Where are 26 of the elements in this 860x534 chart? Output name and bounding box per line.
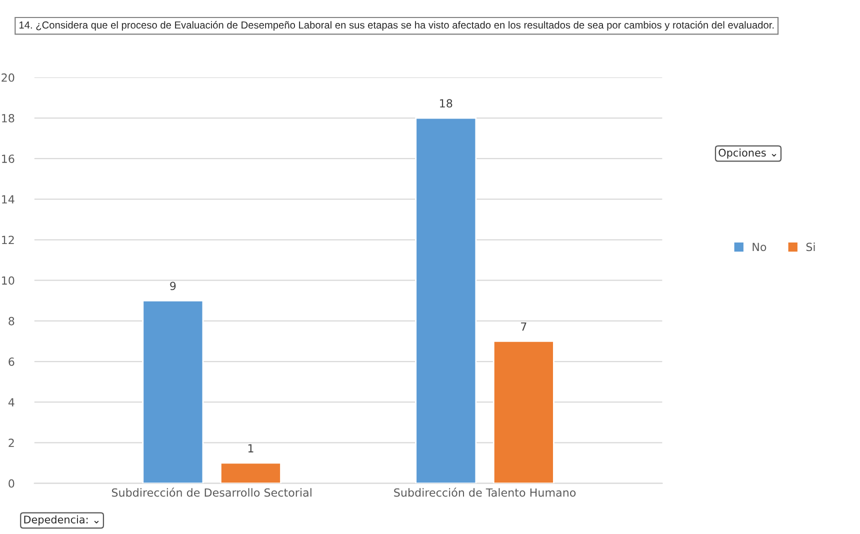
- legend-label: Si: [806, 242, 815, 252]
- data-label: 7: [521, 322, 526, 331]
- y-tick-label: 4: [8, 398, 14, 406]
- y-tick-label: 12: [2, 236, 14, 244]
- text: Opciones ⌄: [718, 148, 776, 159]
- data-label: 9: [170, 282, 176, 290]
- x-tick-label: Subdirección de Talento Humano: [394, 488, 576, 497]
- text: Depedencia: ⌄: [24, 515, 99, 526]
- bar: [220, 462, 282, 484]
- legend-label: No: [752, 242, 766, 252]
- y-tick-label: 6: [8, 357, 14, 366]
- y-tick-label: 10: [2, 276, 14, 285]
- y-tick-label: 20: [2, 73, 14, 82]
- y-tick-label: 0: [8, 479, 14, 488]
- x-tick-label: Subdirección de Desarrollo Sectorial: [112, 488, 312, 497]
- bar: [142, 300, 204, 484]
- y-tick-label: 14: [2, 195, 14, 204]
- data-label: 18: [440, 99, 452, 108]
- y-tick-label: 2: [8, 438, 14, 447]
- chart-title: 14. ¿Considera que el proceso de Evaluación de Desempeño Laboral en sus etapas se ha visto afectado en los resultados de sea por cambios y rotación del evaluador.: [19, 21, 774, 31]
- y-tick-label: 16: [2, 154, 14, 163]
- data-label: 1: [248, 444, 254, 452]
- bar: [492, 340, 554, 484]
- y-tick-label: 18: [2, 114, 14, 122]
- bar: [415, 117, 477, 484]
- y-tick-label: 8: [8, 316, 14, 326]
